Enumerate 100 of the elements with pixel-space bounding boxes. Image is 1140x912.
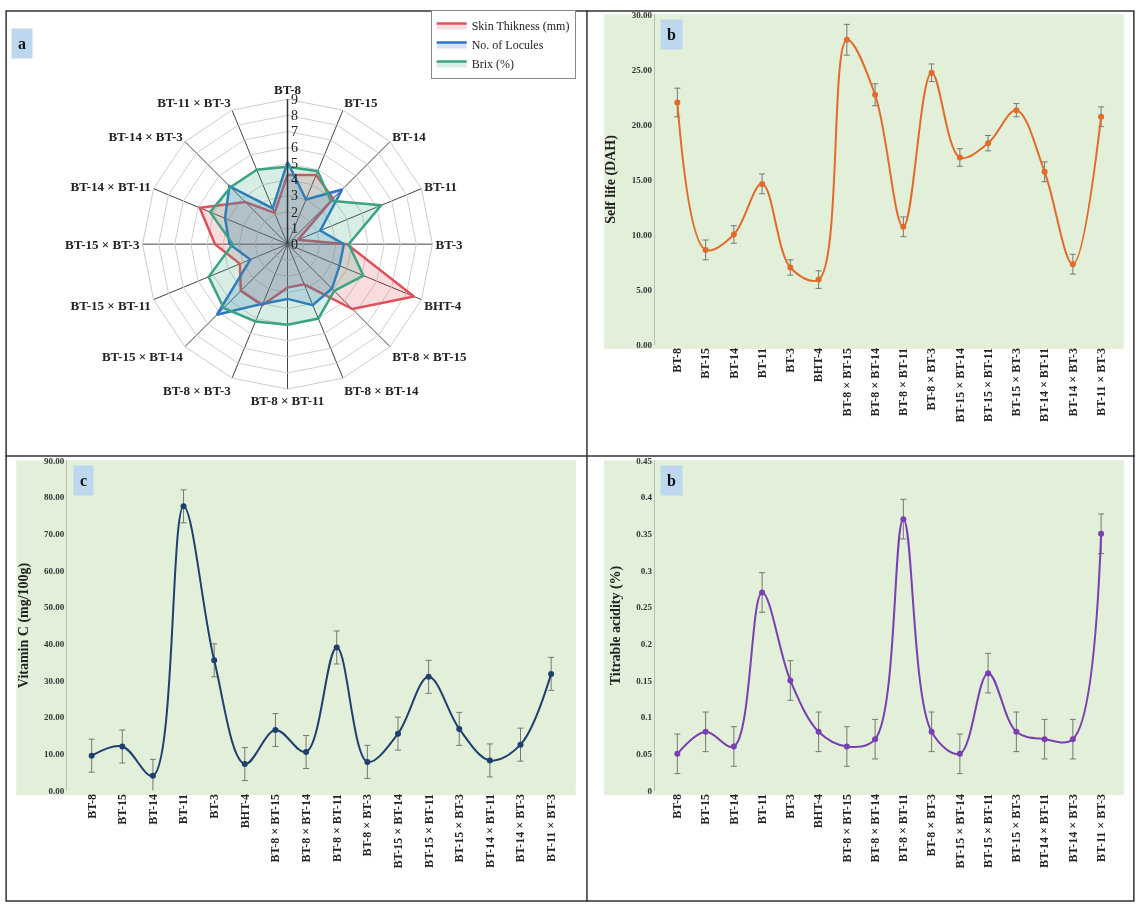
point [211,657,218,664]
y-tick-label: 1 [291,220,299,236]
point [1013,107,1020,114]
y-tick-label: 50.00 [44,602,65,613]
x-tick-label: BT-14 × BT-11 [482,793,497,868]
y-tick-label: 80.00 [44,492,65,503]
legend-label: No. of Locules [471,38,544,53]
x-tick-label: BT-15 × BT-11 [981,793,995,868]
x-tick-label: BT-8 × BT-14 [298,793,313,863]
point [1098,113,1105,120]
x-tick-label: BT-15 [115,793,130,825]
point [394,730,401,737]
x-tick-label: BT-8 × BT-3 [924,347,939,411]
point [843,743,850,750]
x-tick-label: BT-8 × BT-11 [896,347,911,416]
point [119,743,126,750]
spoke-label: BT-11 [424,178,458,194]
point [303,749,310,755]
point [702,246,709,253]
point [674,99,681,106]
y-tick-label: 30.00 [44,675,65,686]
x-tick-label: BT-14 × BT-11 [1037,793,1052,868]
x-tick-label: BHT-4 [237,793,252,829]
point [730,743,737,750]
y-tick-label: 20.00 [631,119,653,130]
x-tick-label: BT-15 × BT-14 [952,347,967,423]
spoke-label: BT-15 × BT-11 [70,297,151,313]
y-tick-label: 0 [647,785,653,796]
point [180,503,187,510]
point [900,516,907,523]
x-tick-label: BT-15 × BT-14 [390,793,405,869]
point [149,772,156,779]
x-tick-label: BT-15 × BT-3 [452,793,467,863]
point [928,69,935,76]
point [956,154,963,161]
legend-label: Brix (%) [471,57,514,72]
x-tick-label: BT-8 [84,793,99,819]
point [674,750,681,757]
x-tick-label: BT-11 × BT-3 [1094,793,1108,862]
y-tick-label: 0.2 [640,638,653,649]
y-tick-label: 25.00 [631,64,653,75]
x-tick-label: BT-3 [783,793,798,819]
point [928,728,935,735]
point [272,726,279,733]
x-tick-label: BT-11 × BT-3 [1094,347,1108,416]
x-tick-label: BHT-4 [811,347,826,383]
y-tick-label: 60.00 [44,565,65,576]
point [486,757,493,764]
x-tick-label: BHT-4 [811,793,826,829]
point [1069,261,1076,268]
y-tick-label: 0.00 [48,785,65,796]
y-tick-label: 3 [291,188,299,204]
x-tick-label: BT-11 [755,793,769,825]
x-tick-label: BT-14 × BT-11 [1037,347,1052,422]
y-tick-label: 70.00 [44,528,65,539]
annotation: c [80,472,88,489]
spoke-label: BT-15 × BT-3 [65,236,140,252]
x-tick-label: BT-8 [670,347,685,373]
point [364,758,371,765]
point [456,725,463,732]
point [872,91,879,98]
annotation: b [667,472,676,489]
spoke-label: BT-14 × BT-11 [70,178,151,194]
x-tick-label: BT-8 × BT-11 [896,793,911,862]
y-tick-label: 90.00 [44,455,65,466]
y-tick-label: 30.00 [631,9,653,20]
x-tick-label: BT-8 × BT-3 [924,793,939,857]
x-tick-label: BT-15 × BT-3 [1009,347,1024,417]
x-tick-label: BT-8 × BT-3 [360,793,375,857]
spoke-label: BT-15 [344,94,379,110]
y-tick-label: 10.00 [631,229,653,240]
point [900,223,907,230]
spoke-label: BT-3 [435,236,464,252]
x-tick-label: BT-8 × BT-11 [329,793,344,862]
point [872,736,879,743]
x-tick-label: BT-8 [670,793,685,819]
point [1041,736,1048,743]
x-tick-label: BT-15 × BT-11 [981,347,995,422]
point [1041,168,1048,175]
x-tick-label: BT-15 × BT-11 [421,793,436,868]
y-tick-label: 0.25 [636,602,653,613]
y-tick-label: 8 [291,107,299,123]
y-axis-title: Vitamin C (mg/100g) [15,562,32,689]
x-tick-label: BT-11 [755,347,769,379]
point [1098,530,1105,537]
x-tick-label: BT-8 × BT-14 [868,793,882,863]
x-tick-label: BT-14 [726,347,741,379]
point [1069,736,1076,743]
point [333,644,340,651]
point [548,670,555,677]
x-tick-label: BT-3 [207,793,222,819]
x-tick-label: BT-14 × BT-3 [1065,793,1080,863]
y-tick-label: 0.45 [636,455,653,466]
x-tick-label: BT-8 × BT-15 [839,793,854,863]
y-tick-label: 0.15 [636,675,653,686]
x-tick-label: BT-8 × BT-15 [839,347,854,417]
y-tick-label: 0.00 [636,339,653,350]
point [956,750,963,757]
x-tick-label: BT-15 [698,793,713,825]
annotation: b [667,26,676,43]
